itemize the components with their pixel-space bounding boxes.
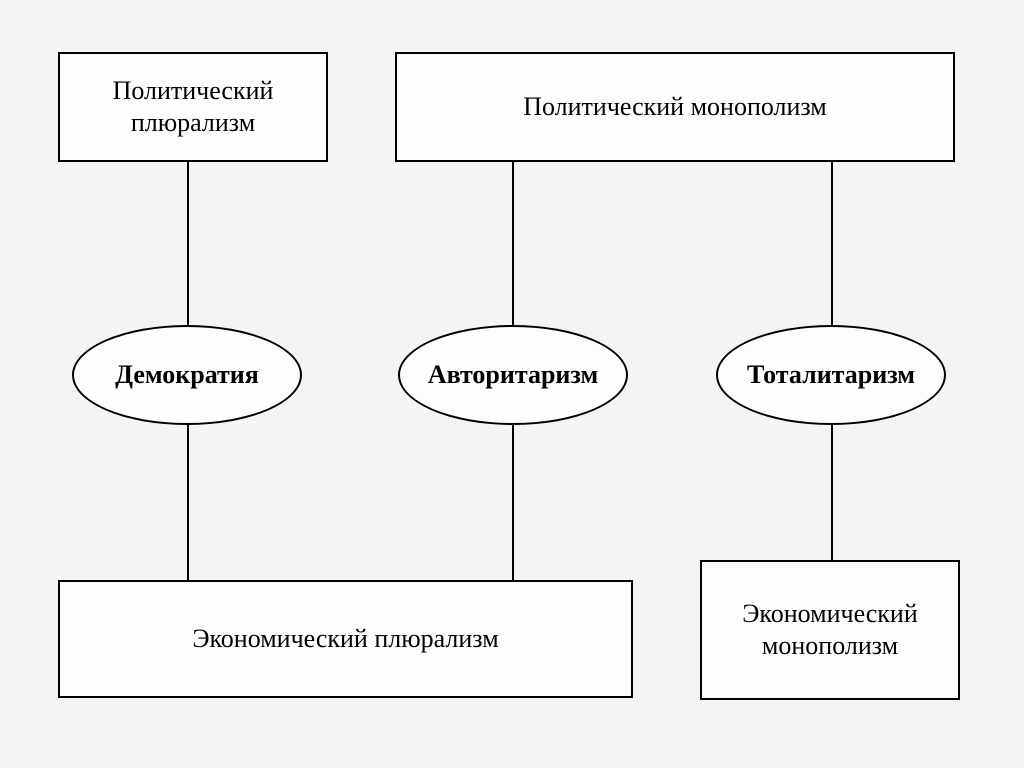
node-economic-monopolism: Экономическиймонополизм bbox=[700, 560, 960, 700]
node-democracy: Демократия bbox=[72, 325, 302, 425]
node-authoritarianism: Авторитаризм bbox=[398, 325, 628, 425]
node-political-pluralism: Политическийплюрализм bbox=[58, 52, 328, 162]
node-political-monopolism: Политический монополизм bbox=[395, 52, 955, 162]
node-label: Экономическиймонополизм bbox=[742, 598, 918, 663]
node-label: Авторитаризм bbox=[428, 360, 598, 390]
node-label: Экономический плюрализм bbox=[192, 623, 498, 656]
node-label: Демократия bbox=[115, 360, 259, 390]
node-economic-pluralism: Экономический плюрализм bbox=[58, 580, 633, 698]
diagram-canvas: Политическийплюрализм Политический моноп… bbox=[0, 0, 1024, 768]
node-totalitarianism: Тоталитаризм bbox=[716, 325, 946, 425]
node-label: Политическийплюрализм bbox=[113, 75, 274, 140]
node-label: Политический монополизм bbox=[523, 91, 827, 124]
node-label: Тоталитаризм bbox=[747, 360, 915, 390]
